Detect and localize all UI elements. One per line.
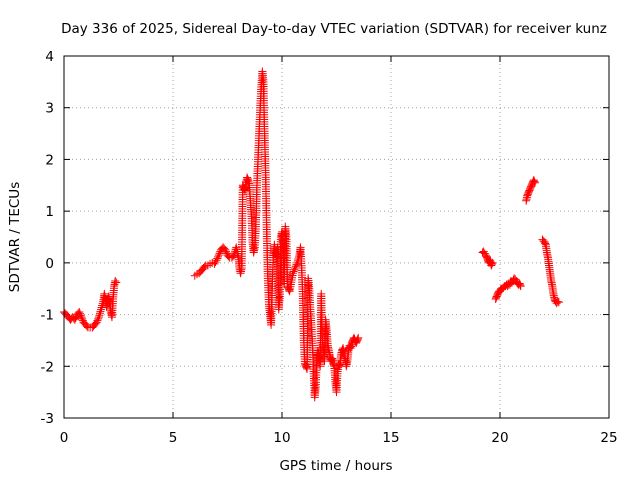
y-tick-label: -3 bbox=[41, 411, 54, 427]
data-point bbox=[290, 265, 299, 274]
x-tick-label: 10 bbox=[273, 430, 290, 446]
data-point bbox=[112, 278, 121, 287]
data-point bbox=[516, 282, 525, 291]
data-point bbox=[541, 239, 550, 248]
data-point bbox=[530, 177, 539, 186]
data-point bbox=[212, 256, 221, 265]
data-point bbox=[95, 311, 104, 320]
data-point bbox=[285, 286, 294, 295]
chart-title: Day 336 of 2025, Sidereal Day-to-day VTE… bbox=[61, 21, 607, 37]
data-point bbox=[75, 307, 84, 316]
data-point bbox=[93, 316, 102, 325]
data-point bbox=[221, 245, 230, 254]
x-tick-label: 5 bbox=[169, 430, 178, 446]
data-point bbox=[553, 297, 562, 306]
data-point bbox=[288, 269, 297, 278]
data-point bbox=[92, 318, 101, 327]
data-point bbox=[353, 335, 362, 344]
data-point bbox=[487, 260, 496, 269]
y-axis-label: SDTVAR / TECUs bbox=[7, 182, 23, 292]
plot-frame bbox=[63, 55, 610, 419]
x-tick-label: 25 bbox=[600, 430, 617, 446]
data-point bbox=[222, 247, 231, 256]
data-point bbox=[71, 314, 80, 323]
data-point bbox=[228, 252, 237, 261]
data-point bbox=[70, 315, 79, 324]
data-point bbox=[302, 363, 311, 372]
data-point bbox=[530, 178, 539, 187]
data-point bbox=[488, 258, 497, 267]
data-point bbox=[75, 309, 84, 318]
y-tick-label: -2 bbox=[41, 359, 54, 375]
data-point bbox=[516, 280, 525, 289]
data-point bbox=[94, 313, 103, 322]
data-point bbox=[78, 314, 87, 323]
data-point bbox=[215, 249, 224, 258]
x-axis-label: GPS time / hours bbox=[279, 458, 392, 474]
y-tick-label: 0 bbox=[45, 256, 54, 272]
ticks: 0 5 10 15 20 25 -3 -2 -1 0 1 2 3 4 bbox=[41, 49, 618, 446]
y-tick-label: 1 bbox=[45, 204, 54, 220]
y-tick-label: 4 bbox=[45, 49, 54, 65]
data-point bbox=[95, 309, 104, 318]
data-point bbox=[76, 311, 85, 320]
data-point bbox=[293, 258, 302, 267]
data-point bbox=[96, 307, 105, 316]
x-tick-label: 15 bbox=[382, 430, 399, 446]
data-point bbox=[354, 333, 363, 342]
data-point bbox=[291, 262, 300, 271]
y-tick-label: 3 bbox=[45, 101, 54, 117]
data-point bbox=[214, 252, 223, 261]
data-point bbox=[200, 262, 209, 271]
data-point bbox=[554, 298, 563, 307]
data-points bbox=[60, 67, 563, 402]
data-point bbox=[214, 251, 223, 260]
data-point bbox=[94, 314, 103, 323]
x-tick-label: 20 bbox=[491, 430, 508, 446]
data-point bbox=[213, 254, 222, 263]
data-point bbox=[289, 267, 298, 276]
data-point bbox=[97, 303, 106, 312]
data-point bbox=[111, 276, 120, 285]
data-point bbox=[211, 258, 220, 267]
data-point bbox=[292, 260, 301, 269]
y-tick-label: 2 bbox=[45, 152, 54, 168]
data-point bbox=[97, 305, 106, 314]
y-tick-label: -1 bbox=[41, 308, 54, 324]
x-tick-label: 0 bbox=[60, 430, 69, 446]
data-point bbox=[77, 313, 86, 322]
